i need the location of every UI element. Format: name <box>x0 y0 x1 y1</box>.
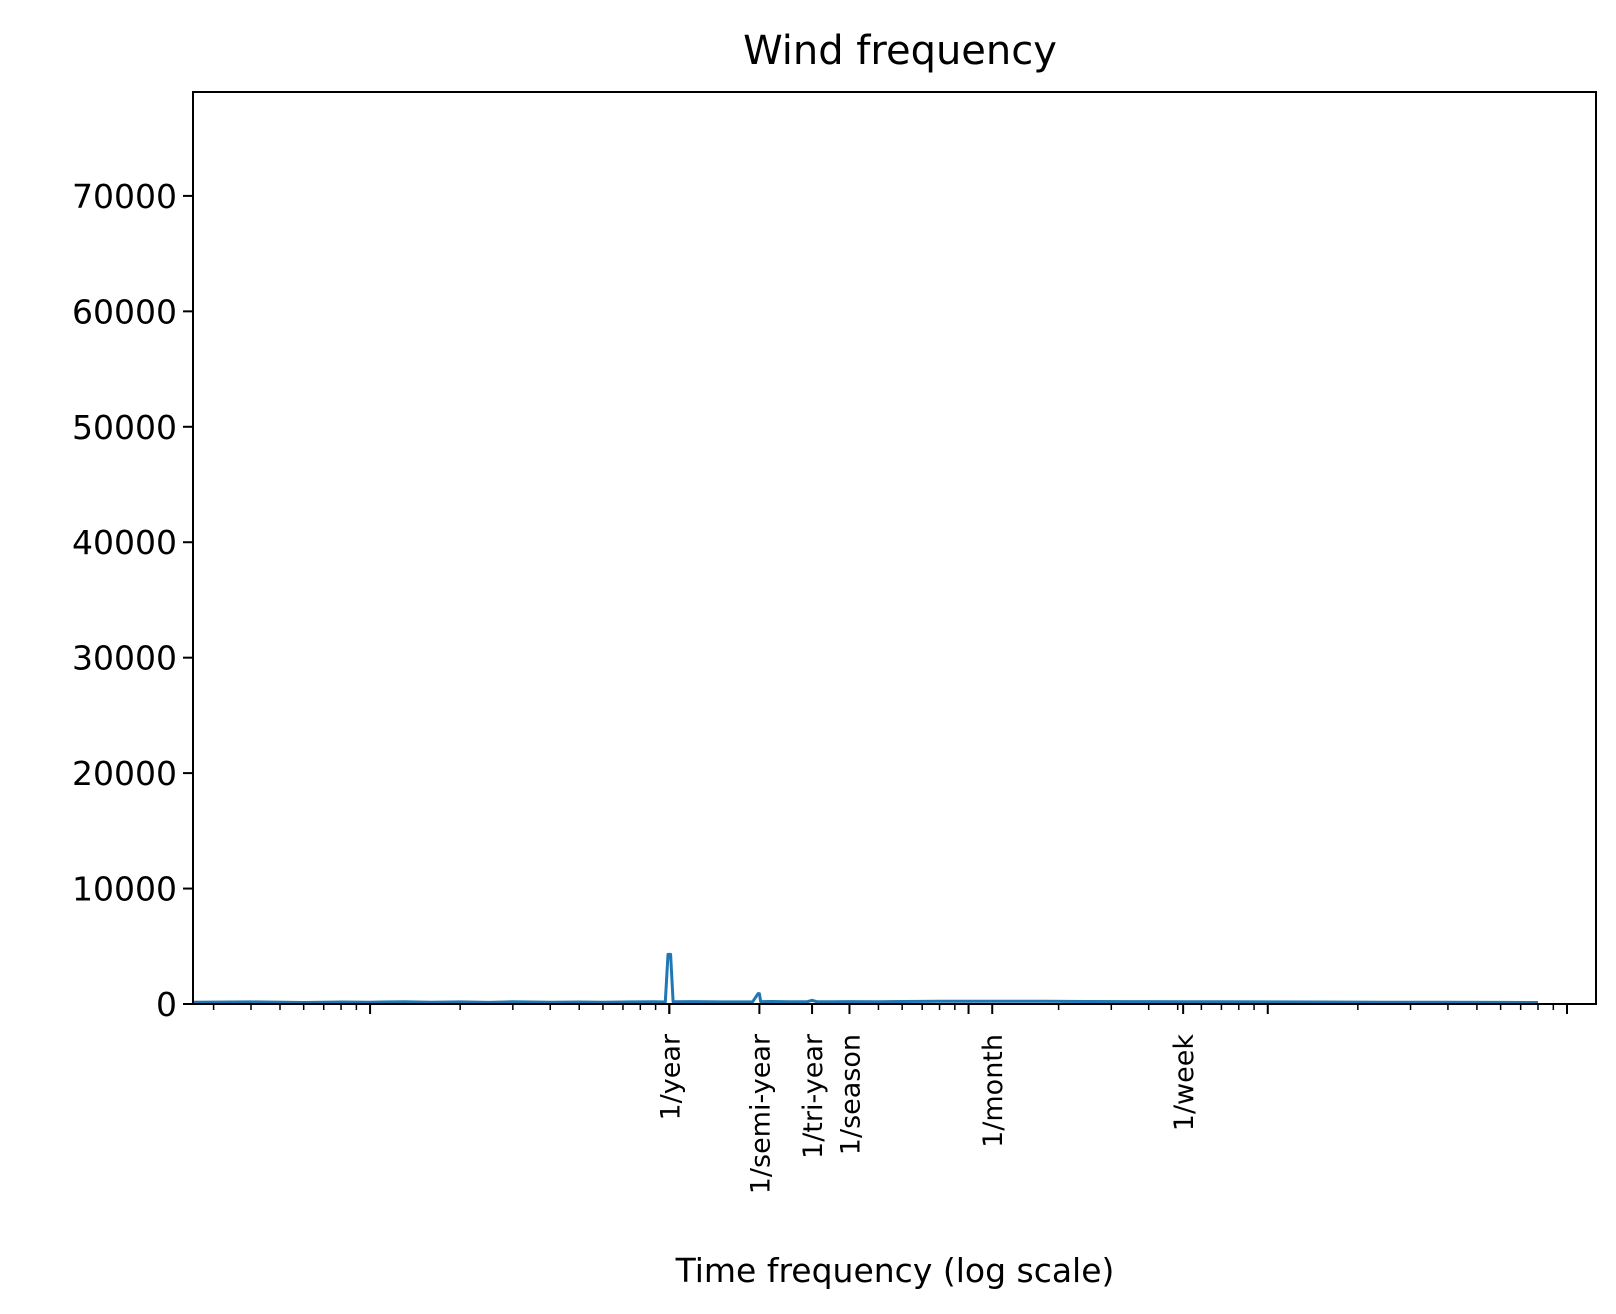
x-tick-label: 1/tri-year <box>798 1033 829 1159</box>
x-tick-label: 1/week <box>1169 1034 1200 1132</box>
x-tick-label: 1/year <box>655 1033 686 1120</box>
y-tick-label: 0 <box>156 985 177 1024</box>
y-tick-label: 70000 <box>72 177 177 216</box>
y-tick-label: 30000 <box>72 639 177 678</box>
chart-title: Wind frequency <box>743 28 1057 74</box>
series-layer <box>192 952 1539 1004</box>
y-tick-label: 20000 <box>72 754 177 793</box>
series-line <box>192 952 1539 1004</box>
y-tick-label: 40000 <box>72 523 177 562</box>
y-tick-label: 60000 <box>72 292 177 331</box>
y-tick-label: 50000 <box>72 408 177 447</box>
axes-frame <box>192 91 1597 1005</box>
x-tick-label: 1/month <box>978 1034 1009 1148</box>
x-axis-label: Time frequency (log scale) <box>675 1251 1115 1290</box>
y-axis: 0 10000 20000 30000 40000 50000 60000 70000 <box>72 177 193 1024</box>
x-tick-label: 1/semi-year <box>745 1033 776 1194</box>
x-axis: 1/year 1/semi-year 1/tri-year 1/season 1/mon… <box>212 1004 1569 1194</box>
x-tick-label: 1/season <box>835 1034 866 1155</box>
y-tick-label: 10000 <box>72 870 177 909</box>
plot-area <box>192 91 1597 1005</box>
